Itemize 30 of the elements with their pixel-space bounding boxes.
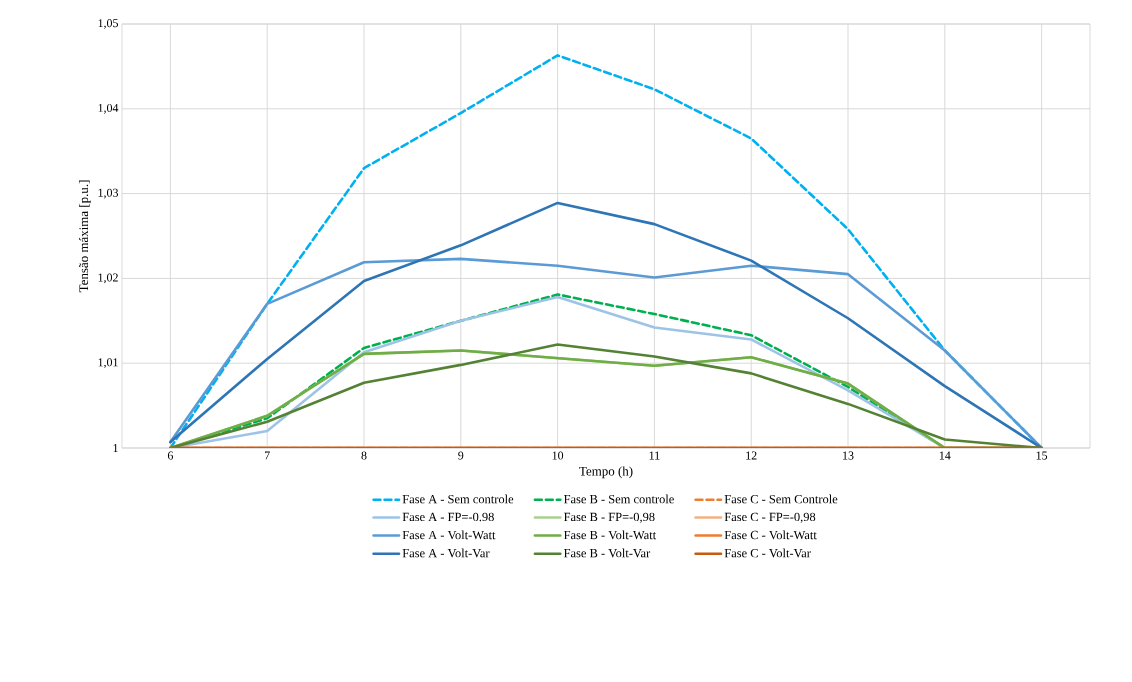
legend-label: Fase B - Volt-Watt [563,530,657,540]
y-axis-title: Tensão máxima [p.u.] [78,180,91,293]
x-tick-label: 8 [361,451,367,460]
legend-label: Fase B - Volt-Var [563,548,651,558]
legend-label: Fase B - FP=-0,98 [563,512,655,523]
legend-label: Fase C - Volt-Watt [724,530,817,540]
x-tick-label: 15 [1036,451,1048,460]
legend-label: Fase A - Volt-Watt [402,530,496,540]
legend-label: Fase B - Sem controle [563,494,674,504]
x-tick-label: 11 [649,451,660,460]
legend-label: Fase C - Sem Controle [724,494,838,504]
x-tick-label: 12 [746,451,757,460]
y-tick-label: 1,01 [98,358,118,369]
x-tick-label: 10 [552,451,564,460]
y-tick-label: 1 [113,444,118,452]
legend-label: Fase C - FP=-0,98 [724,512,816,523]
x-tick-label: 13 [843,451,854,460]
y-tick-label: 1,05 [98,19,119,29]
x-axis-title: Tempo (h) [579,466,633,479]
x-tick-label: 9 [458,451,464,460]
legend-label: Fase A - FP=-0.98 [402,512,494,522]
x-tick-label: 6 [167,451,174,460]
legend-label: Fase A - Volt-Var [402,548,490,558]
legend-label: Fase A - Sem controle [402,494,514,504]
y-tick-label: 1,02 [98,273,118,284]
x-tick-label: 7 [264,451,270,460]
legend-label: Fase C - Volt-Var [724,548,811,558]
x-tick-label: 14 [939,451,951,460]
y-tick-label: 1,03 [98,188,119,199]
y-tick-label: 1,04 [98,103,119,114]
